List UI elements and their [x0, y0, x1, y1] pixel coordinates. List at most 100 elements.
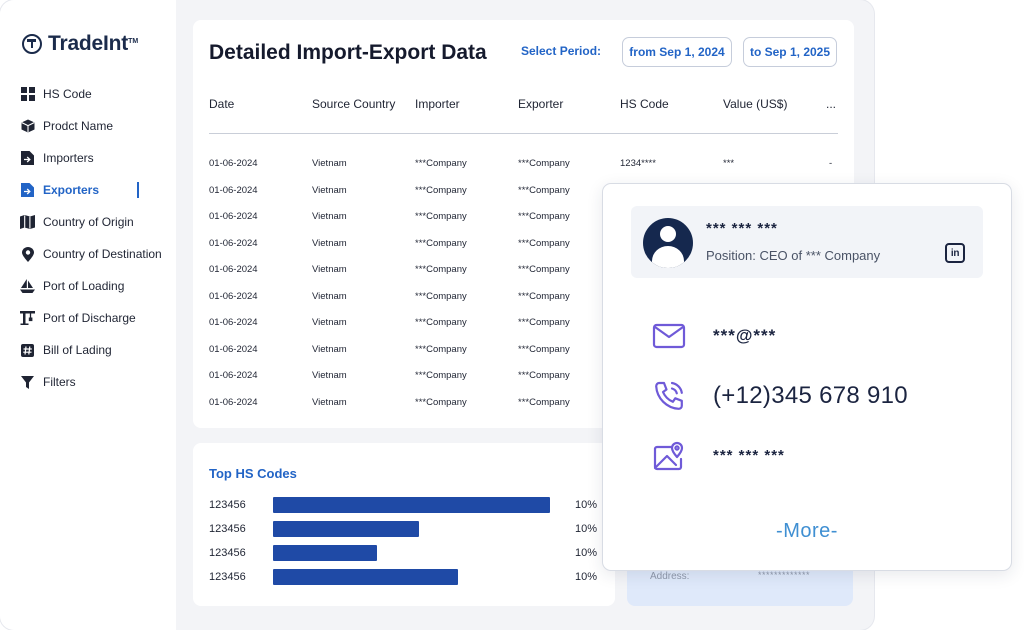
- sidebar-nav: HS Code Prodct Name Importers Exporters Coun…: [20, 78, 176, 398]
- contact-email: ***@***: [713, 326, 777, 345]
- table-cell: 01-06-2024: [209, 184, 258, 196]
- sidebar-item-label: Port of Loading: [43, 279, 125, 293]
- filter-icon: [20, 375, 35, 390]
- logo-text: TradeInt: [48, 32, 129, 55]
- table-cell: Vietnam: [312, 290, 347, 302]
- hs-code-row[interactable]: 123456 10%: [209, 521, 601, 537]
- table-cell: ***Company: [415, 396, 467, 408]
- mail-icon: [651, 318, 687, 354]
- contact-phone: (+12)345 678 910: [713, 382, 908, 409]
- sidebar-item-label: Country of Destination: [43, 247, 162, 261]
- sidebar-item-prodct-name[interactable]: Prodct Name: [20, 110, 176, 142]
- column-header[interactable]: Date: [209, 97, 235, 111]
- table-row[interactable]: 01-06-2024 Vietnam ***Company ***Company: [209, 178, 838, 205]
- table-row[interactable]: 01-06-2024 Vietnam ***Company ***Company: [209, 231, 838, 258]
- table-cell: -: [829, 158, 833, 169]
- column-header[interactable]: Importer: [415, 97, 460, 111]
- table-cell: 1234****: [620, 158, 656, 169]
- hs-code-label: 123456: [209, 571, 246, 583]
- location-pin-icon: [20, 246, 35, 262]
- sidebar-item-filters[interactable]: Filters: [20, 366, 176, 398]
- hs-code-row[interactable]: 123456 10%: [209, 545, 601, 561]
- table-cell: 01-06-2024: [209, 211, 258, 222]
- document-out-icon: [20, 183, 35, 198]
- avatar: [643, 218, 693, 268]
- contact-card-header: *** *** *** Position: CEO of *** Company…: [631, 206, 983, 278]
- contact-address: *** *** ***: [713, 446, 785, 464]
- table-body: 01-06-2024 Vietnam ***Company ***Company 123…: [209, 151, 838, 416]
- sidebar-item-country-of-destination[interactable]: Country of Destination: [20, 238, 176, 270]
- table-cell: 01-06-2024: [209, 396, 258, 408]
- table-cell: 01-06-2024: [209, 343, 258, 355]
- table-cell: Vietnam: [312, 396, 347, 408]
- hs-code-percent: 10%: [575, 499, 598, 511]
- hs-code-percent: 10%: [575, 547, 598, 559]
- linkedin-icon[interactable]: in: [945, 243, 965, 263]
- logo-trademark: TM: [128, 37, 139, 45]
- ship-icon: [20, 279, 35, 294]
- column-header[interactable]: ...: [826, 97, 837, 111]
- sidebar-item-importers[interactable]: Importers: [20, 142, 176, 174]
- hs-code-row[interactable]: 123456 10%: [209, 569, 601, 585]
- table-cell: Vietnam: [312, 317, 347, 328]
- table-cell: 01-06-2024: [209, 158, 258, 169]
- table-row[interactable]: 01-06-2024 Vietnam ***Company ***Company: [209, 257, 838, 284]
- column-header[interactable]: Exporter: [518, 97, 564, 111]
- sidebar-item-label: HS Code: [43, 87, 92, 101]
- sidebar-item-hs-code[interactable]: HS Code: [20, 78, 176, 110]
- map-icon: [20, 215, 35, 230]
- table-cell: Vietnam: [312, 184, 347, 196]
- table-cell: ***Company: [518, 396, 570, 408]
- table-cell: ***Company: [518, 184, 570, 196]
- contact-phone-row: (+12)345 678 910: [651, 378, 908, 414]
- document-in-icon: [20, 151, 35, 166]
- table-cell: ***Company: [518, 343, 570, 355]
- hs-code-bar: [273, 497, 551, 513]
- column-header[interactable]: Source Country: [312, 97, 396, 111]
- hs-code-bar-track: [273, 521, 553, 537]
- sidebar-item-label: Bill of Lading: [43, 343, 112, 357]
- sidebar-item-country-of-origin[interactable]: Country of Origin: [20, 206, 176, 238]
- map-pin-icon: [651, 437, 687, 473]
- date-to-button[interactable]: to Sep 1, 2025: [743, 37, 837, 67]
- period-label: Select Period:: [521, 44, 602, 58]
- hs-code-bar: [273, 569, 458, 585]
- sidebar-item-label: Importers: [43, 151, 94, 165]
- table-row[interactable]: 01-06-2024 Vietnam ***Company ***Company: [209, 284, 838, 311]
- table-cell: ***Company: [415, 264, 467, 275]
- table-cell: ***Company: [518, 158, 570, 169]
- sidebar-item-port-of-loading[interactable]: Port of Loading: [20, 270, 176, 302]
- logo-icon: [22, 34, 42, 54]
- table-row[interactable]: 01-06-2024 Vietnam ***Company ***Company: [209, 337, 838, 364]
- grid-icon: [20, 87, 35, 102]
- box-icon: [20, 119, 35, 134]
- hs-code-percent: 10%: [575, 571, 598, 583]
- table-row[interactable]: 01-06-2024 Vietnam ***Company ***Company: [209, 204, 838, 231]
- table-cell: 01-06-2024: [209, 290, 258, 302]
- more-link[interactable]: -More-: [776, 520, 838, 542]
- table-row[interactable]: 01-06-2024 Vietnam ***Company ***Company: [209, 310, 838, 337]
- table-cell: 01-06-2024: [209, 237, 258, 249]
- contact-email-row: ***@***: [651, 318, 776, 354]
- table-cell: 01-06-2024: [209, 317, 258, 328]
- hs-code-row[interactable]: 123456 10%: [209, 497, 601, 513]
- table-cell: ***Company: [415, 184, 467, 196]
- hs-panel-title: Top HS Codes: [209, 466, 297, 481]
- sidebar-item-label: Exporters: [43, 183, 100, 197]
- table-cell: ***Company: [415, 343, 467, 355]
- date-from-button[interactable]: from Sep 1, 2024: [622, 37, 732, 67]
- column-header[interactable]: HS Code: [620, 97, 669, 111]
- table-cell: 01-06-2024: [209, 264, 258, 275]
- table-cell: ***Company: [415, 370, 467, 381]
- table-row[interactable]: 01-06-2024 Vietnam ***Company ***Company: [209, 390, 838, 417]
- table-cell: Vietnam: [312, 211, 347, 222]
- column-header[interactable]: Value (US$): [723, 97, 788, 111]
- contact-position: Position: CEO of *** Company: [706, 248, 881, 263]
- sidebar-item-exporters[interactable]: Exporters: [20, 174, 176, 206]
- table-cell: ***Company: [415, 211, 467, 222]
- hs-code-bar: [273, 545, 377, 561]
- sidebar-item-bill-of-lading[interactable]: Bill of Lading: [20, 334, 176, 366]
- table-row[interactable]: 01-06-2024 Vietnam ***Company ***Company 123…: [209, 151, 838, 178]
- sidebar-item-port-of-discharge[interactable]: Port of Discharge: [20, 302, 176, 334]
- table-row[interactable]: 01-06-2024 Vietnam ***Company ***Company: [209, 363, 838, 390]
